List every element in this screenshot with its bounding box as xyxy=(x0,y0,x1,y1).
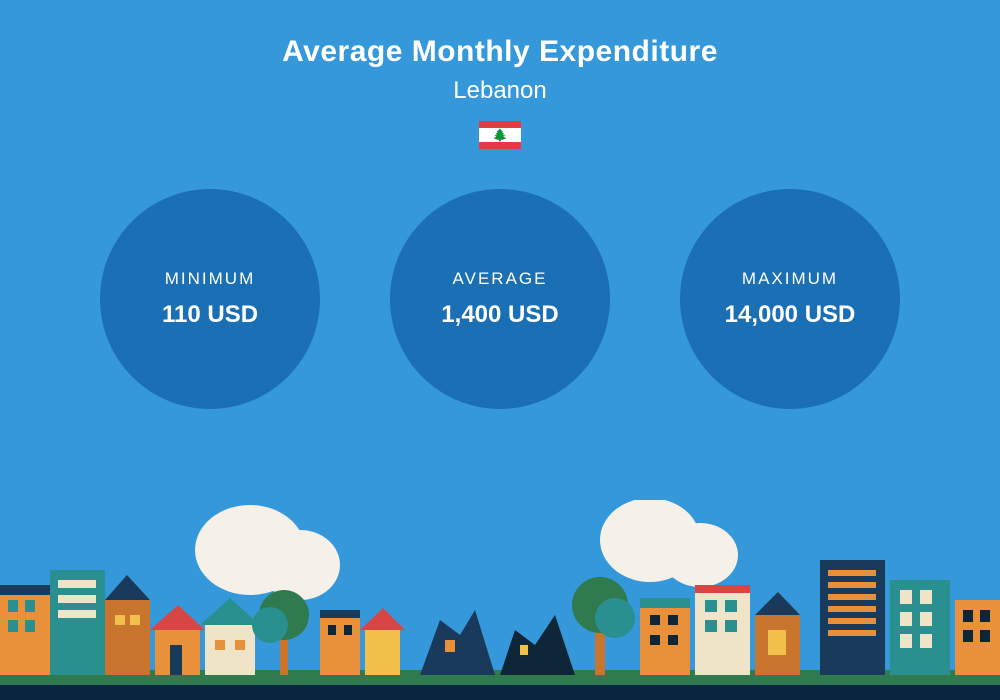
cityscape-illustration xyxy=(0,500,1000,700)
stat-circle-minimum: MINIMUM 110 USD xyxy=(100,189,320,409)
page-subtitle: Lebanon xyxy=(0,77,1000,105)
stats-row: MINIMUM 110 USD AVERAGE 1,400 USD MAXIMU… xyxy=(0,189,1000,409)
stat-label: MAXIMUM xyxy=(742,269,838,289)
flag-icon: 🌲 xyxy=(479,121,521,149)
stat-circle-maximum: MAXIMUM 14,000 USD xyxy=(680,189,900,409)
cedar-tree-icon: 🌲 xyxy=(493,129,508,141)
header: Average Monthly Expenditure Lebanon 🌲 xyxy=(0,0,1000,149)
page-title: Average Monthly Expenditure xyxy=(0,35,1000,69)
stat-value: 1,400 USD xyxy=(441,301,558,329)
stat-label: AVERAGE xyxy=(453,269,548,289)
stat-label: MINIMUM xyxy=(165,269,255,289)
stat-value: 110 USD xyxy=(162,301,258,329)
stat-circle-average: AVERAGE 1,400 USD xyxy=(390,189,610,409)
stat-value: 14,000 USD xyxy=(725,301,856,329)
